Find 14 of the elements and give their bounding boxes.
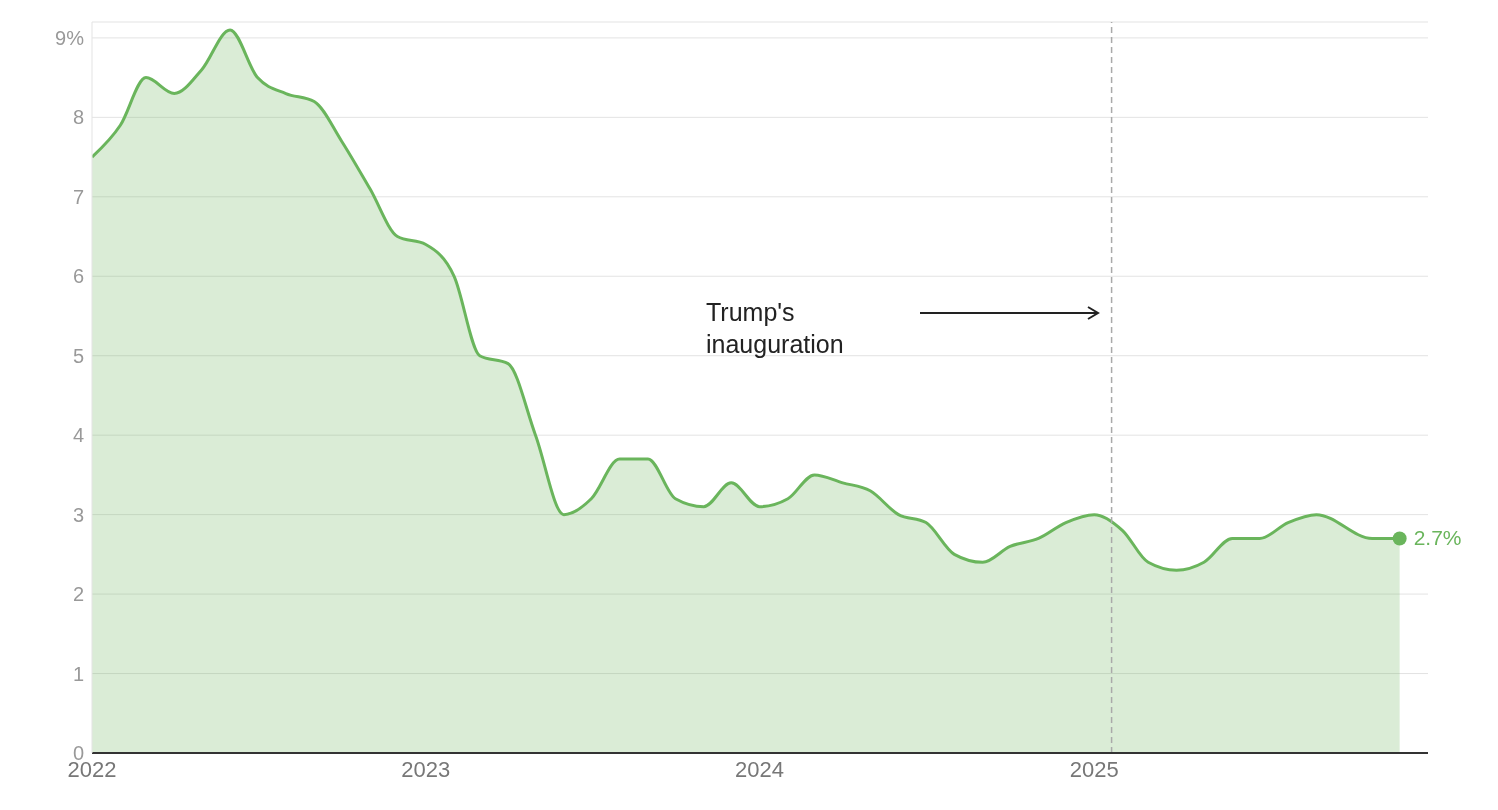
annotation: Trump's inauguration bbox=[706, 297, 845, 360]
y-tick-label: 1 bbox=[72, 662, 84, 685]
y-tick-label: 9% bbox=[55, 26, 85, 49]
x-tick-label: 2023 bbox=[401, 756, 451, 782]
y-tick-label: 3 bbox=[72, 503, 84, 526]
x-tick-label: 2025 bbox=[1069, 756, 1119, 782]
y-tick-label: 2 bbox=[72, 583, 84, 606]
y-tick-label: 5 bbox=[72, 344, 84, 367]
y-tick-label: 8 bbox=[72, 106, 84, 129]
y-tick-label: 4 bbox=[72, 424, 84, 447]
data-label: 2.7% bbox=[1413, 526, 1462, 550]
y-tick-label: 7 bbox=[72, 185, 84, 208]
y-tick-label: 6 bbox=[72, 265, 84, 288]
x-tick-label: 2024 bbox=[735, 756, 785, 782]
